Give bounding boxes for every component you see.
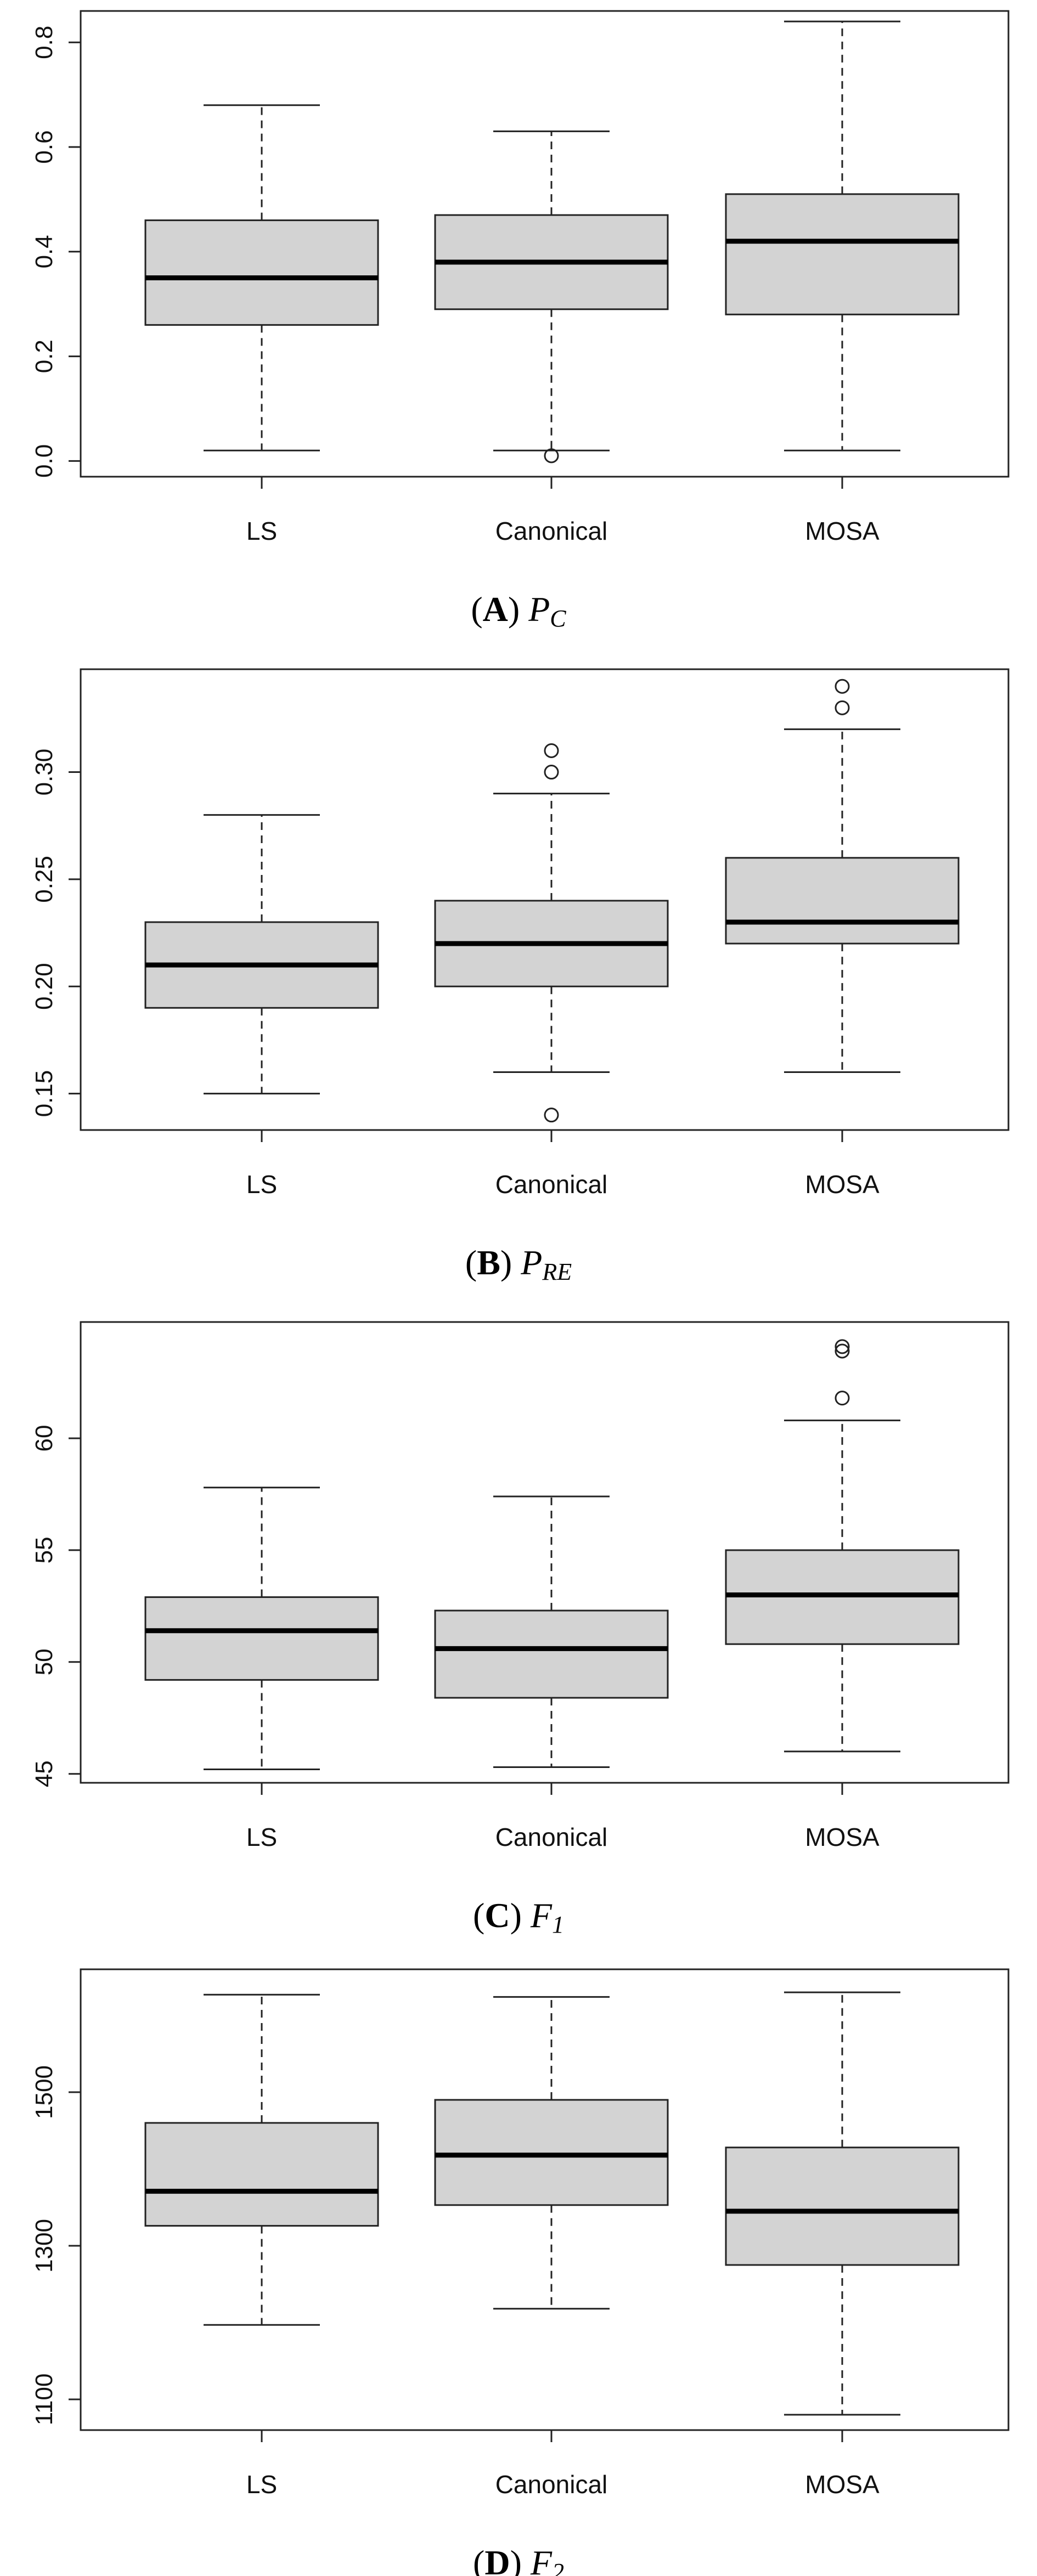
- box-ls: [144, 1993, 379, 2326]
- y-tick-label: 1100: [31, 2374, 58, 2426]
- panel-caption: (A) PC: [471, 590, 566, 632]
- iqr-box: [725, 193, 960, 315]
- x-tick-label: MOSA: [805, 1170, 880, 1199]
- box-mosa: [725, 1339, 960, 1753]
- x-tick-label: LS: [246, 1170, 277, 1199]
- box-ls: [144, 1487, 379, 1771]
- iqr-box: [725, 2146, 960, 2266]
- y-tick-label: 0.25: [31, 856, 58, 903]
- x-tick-label: Canonical: [495, 1823, 608, 1851]
- outlier-point: [835, 1339, 850, 1354]
- outlier-point: [544, 765, 559, 780]
- panel-caption: (D) F2: [473, 2543, 564, 2576]
- y-tick-label: 0.2: [31, 340, 58, 373]
- box-ls: [144, 814, 379, 1095]
- box-ls: [144, 104, 379, 451]
- y-tick-label: 0.6: [31, 130, 58, 163]
- panel-D: 1100 1300 1500 LS Canonical MOSA (D) F2: [31, 1968, 1010, 2576]
- iqr-box: [144, 1596, 379, 1681]
- box-canonical: [434, 1495, 669, 1768]
- x-tick-label: Canonical: [495, 517, 608, 545]
- x-tick-label: LS: [246, 2470, 277, 2499]
- x-tick-label: MOSA: [805, 1823, 880, 1851]
- y-tick-label: 1300: [31, 2219, 58, 2273]
- box-mosa: [725, 20, 960, 451]
- iqr-box: [144, 219, 379, 326]
- outlier-point: [835, 1343, 850, 1359]
- outlier-point: [835, 679, 850, 694]
- plot-frame: [80, 10, 1010, 478]
- y-tick-label: 0.20: [31, 963, 58, 1010]
- panel-caption: (C) F1: [473, 1896, 564, 1938]
- y-tick-label: 50: [31, 1648, 58, 1675]
- outlier-point: [544, 448, 559, 464]
- x-tick-label: Canonical: [495, 2470, 608, 2499]
- box-canonical: [434, 130, 669, 464]
- x-tick-label: MOSA: [805, 517, 880, 545]
- box-mosa: [725, 1991, 960, 2416]
- plot-frame: [80, 1968, 1010, 2431]
- outlier-point: [544, 743, 559, 758]
- box-canonical: [434, 1996, 669, 2310]
- y-tick-label: 1500: [31, 2065, 58, 2119]
- y-tick-label: 45: [31, 1760, 58, 1787]
- outlier-point: [835, 1391, 850, 1406]
- y-tick-label: 55: [31, 1536, 58, 1563]
- y-tick-label: 60: [31, 1425, 58, 1452]
- box-mosa: [725, 679, 960, 1074]
- x-tick-label: LS: [246, 1823, 277, 1851]
- box-canonical: [434, 743, 669, 1123]
- iqr-box: [434, 1609, 669, 1699]
- y-tick-label: 0.0: [31, 444, 58, 478]
- panel-C: 45 50 55 60 LS Canonical MOSA (C) F1: [31, 1321, 1010, 1938]
- panel-caption: (B) PRE: [465, 1243, 572, 1285]
- iqr-box: [434, 2099, 669, 2206]
- plot-frame: [80, 1321, 1010, 1784]
- x-tick-label: LS: [246, 517, 277, 545]
- y-tick-label: 0.4: [31, 235, 58, 268]
- panel-A: 0.0 0.2 0.4 0.6 0.8 LS Canonical MOSA (A) PC: [31, 10, 1010, 632]
- panel-B: 0.15 0.20 0.25 0.30 LS Canonical MOSA (B) PRE: [31, 668, 1010, 1285]
- x-tick-label: Canonical: [495, 1170, 608, 1199]
- iqr-box: [725, 857, 960, 945]
- outlier-point: [835, 700, 850, 715]
- y-tick-label: 0.15: [31, 1070, 58, 1117]
- iqr-box: [144, 2122, 379, 2227]
- outlier-point: [544, 1108, 559, 1123]
- x-tick-label: MOSA: [805, 2470, 880, 2499]
- plot-frame: [80, 668, 1010, 1131]
- y-tick-label: 0.8: [31, 26, 58, 59]
- y-tick-label: 0.30: [31, 749, 58, 796]
